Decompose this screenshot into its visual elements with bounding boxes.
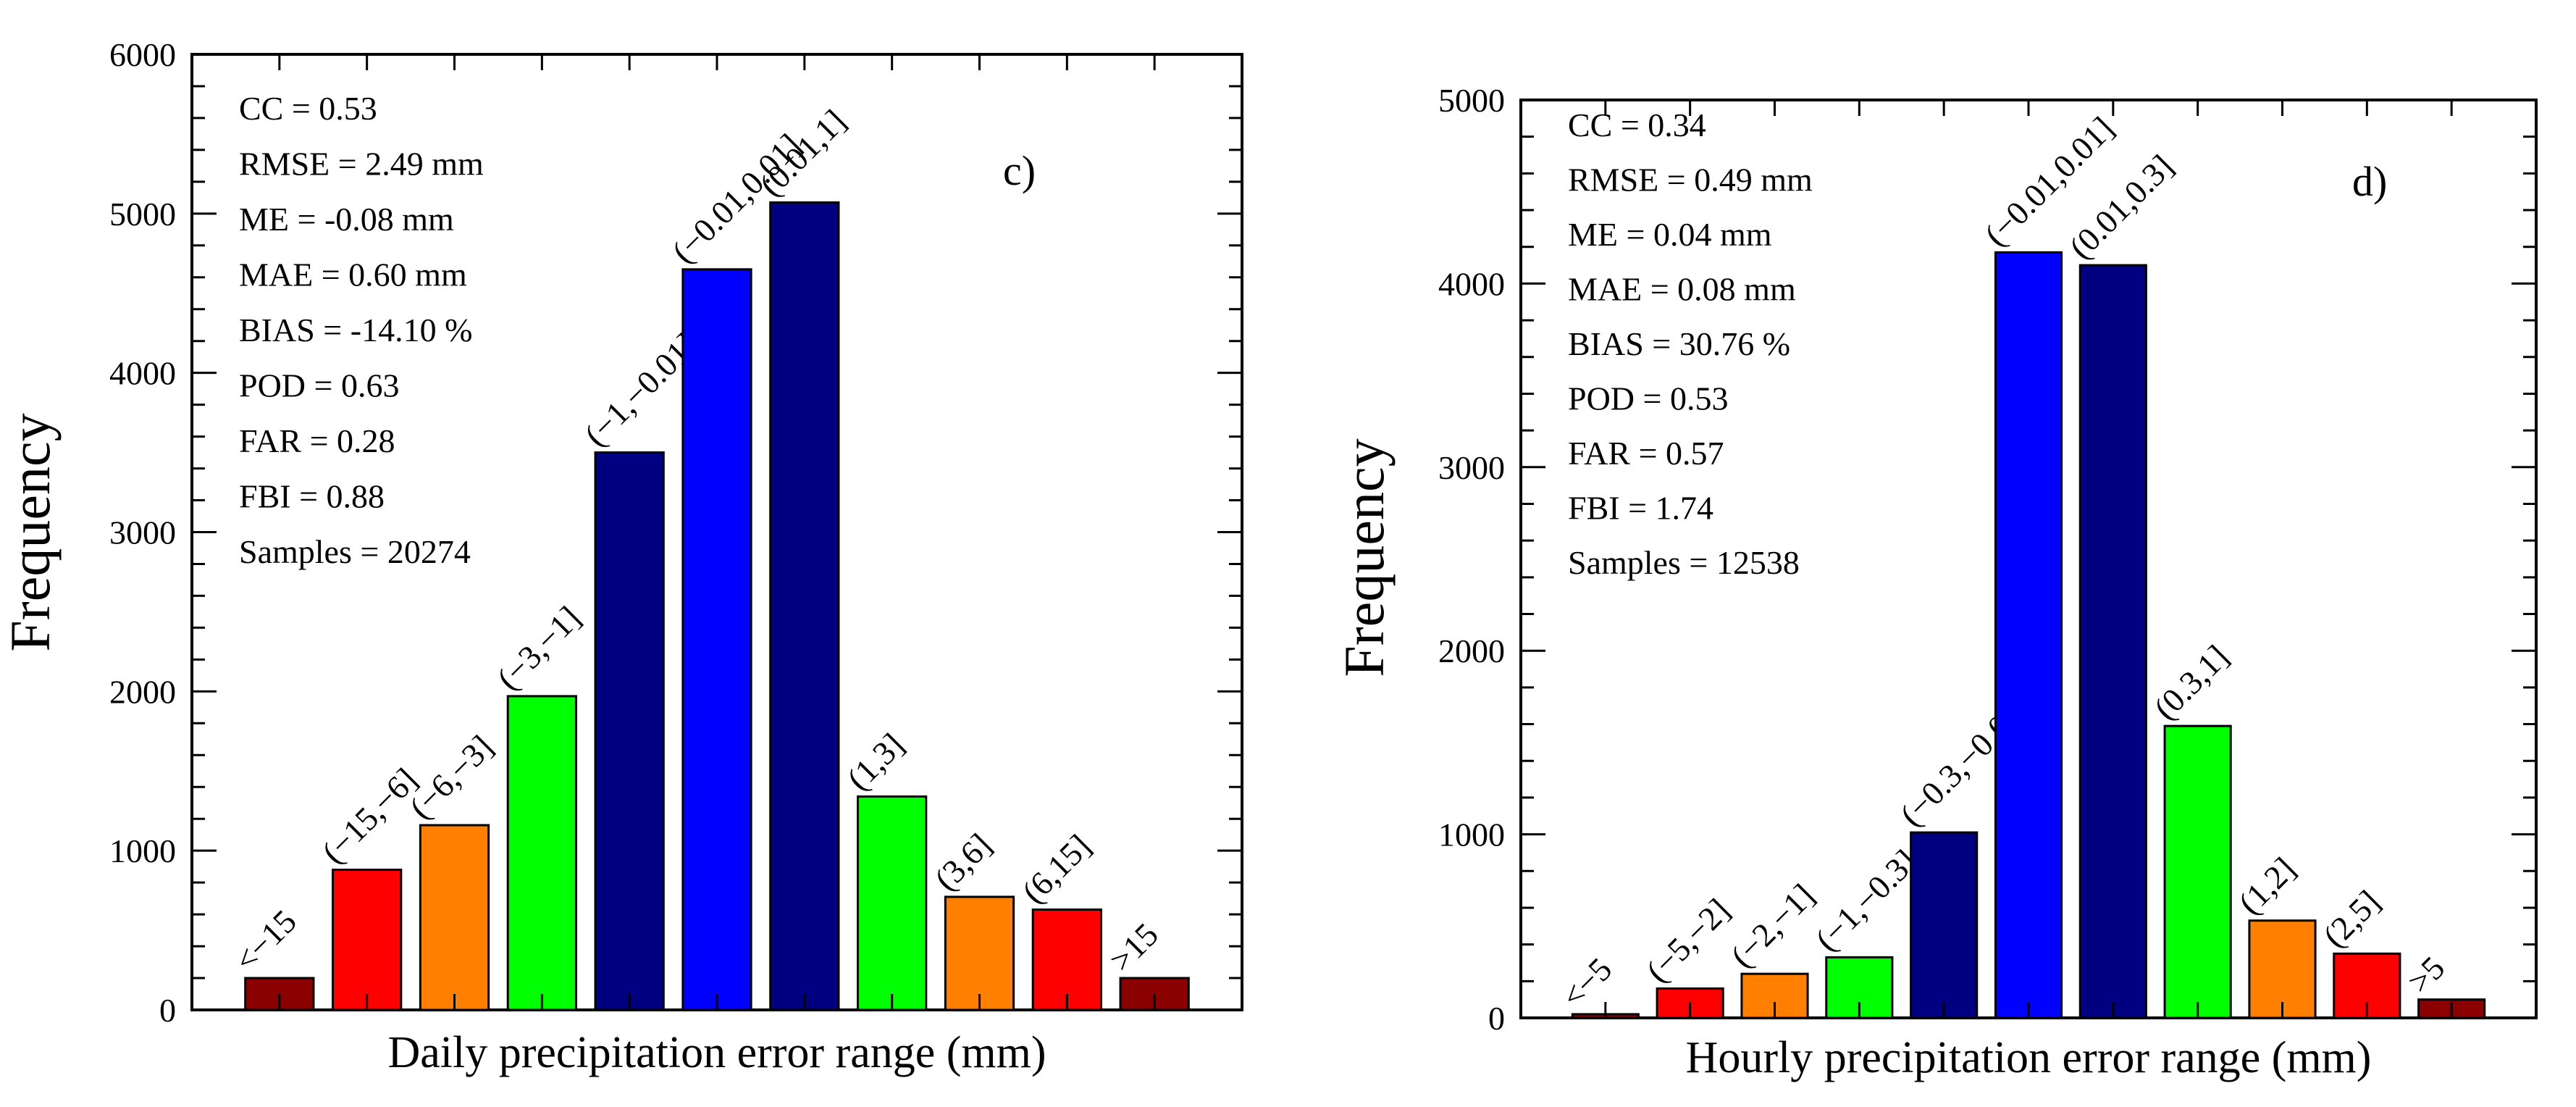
stats-line: ME = -0.08 mm: [239, 201, 454, 238]
y-tick-label: 5000: [1438, 82, 1505, 119]
bar: [1994, 251, 2063, 1019]
bar: [769, 201, 840, 1011]
stats-line: Samples = 20274: [239, 533, 471, 570]
bar-range-label: (−1,−0.3]: [1808, 843, 1923, 958]
bar-range-label: >5: [2401, 949, 2452, 1001]
bar-range-label: (0.3,1]: [2147, 638, 2236, 727]
stats-line: RMSE = 0.49 mm: [1568, 162, 1813, 199]
y-tick-label: 4000: [109, 355, 176, 392]
bar-range-label: (6,15]: [1015, 827, 1098, 911]
stats-line: POD = 0.63: [239, 367, 399, 404]
stats-line: FAR = 0.57: [1568, 435, 1724, 472]
bar: [1910, 831, 1979, 1019]
bar: [2163, 724, 2232, 1019]
bar: [1031, 908, 1102, 1011]
y-tick-label: 2000: [1438, 632, 1505, 669]
stats-line: CC = 0.34: [1568, 106, 1706, 143]
bar-range-label: (−5,−2]: [1639, 891, 1737, 989]
stats-line: BIAS = 30.76 %: [1568, 325, 1790, 362]
bar: [681, 268, 752, 1011]
y-axis-title: Frequency: [1333, 438, 1396, 677]
y-tick-label: 2000: [109, 673, 176, 710]
y-tick-label: 0: [1488, 1000, 1505, 1037]
panel-label: c): [1003, 147, 1036, 194]
chart-panel-c: 0 1000 2000 3000 4000 5000 6000 <−15(−15,−6](−6…: [0, 36, 1243, 1077]
stats-line: FBI = 0.88: [239, 478, 385, 515]
stats-line: MAE = 0.08 mm: [1568, 271, 1796, 308]
bar: [506, 695, 577, 1011]
stats-line: FAR = 0.28: [239, 422, 395, 459]
bar-range-label: (1,2]: [2231, 850, 2302, 921]
y-tick-label: 1000: [109, 832, 176, 869]
bar-range-label: (1,3]: [840, 726, 911, 797]
bar-range-label: (−3,−1]: [490, 599, 587, 697]
stats-line: POD = 0.53: [1568, 380, 1728, 417]
bar-range-label: (−15,−6]: [315, 761, 424, 870]
y-tick-label: 1000: [1438, 816, 1505, 853]
x-axis-title: Daily precipitation error range (mm): [388, 1028, 1046, 1077]
bar-range-label: (2,5]: [2316, 883, 2387, 954]
bar-range-label: >15: [1102, 916, 1165, 979]
bar: [594, 451, 665, 1011]
stats-line: ME = 0.04 mm: [1568, 216, 1772, 253]
y-axis-title: Frequency: [0, 413, 62, 651]
bar-range-label: (3,6]: [927, 827, 998, 898]
bar: [944, 895, 1015, 1011]
bar: [419, 824, 490, 1011]
panel-label: d): [2352, 158, 2387, 205]
stats-line: CC = 0.53: [239, 90, 377, 127]
bar-range-label: <−15: [227, 903, 303, 979]
stats-line: RMSE = 2.49 mm: [239, 146, 484, 183]
bar-range-label: (−6,−3]: [402, 728, 500, 826]
y-tick-label: 4000: [1438, 265, 1505, 302]
y-tick-label: 3000: [1438, 449, 1505, 486]
bar: [332, 869, 403, 1011]
stats-line: BIAS = -14.10 %: [239, 312, 472, 348]
chart-panel-d: 0 1000 2000 3000 4000 5000 <−5 (−5,−2](−2,−1](−…: [1333, 82, 2538, 1082]
stats-line: MAE = 0.60 mm: [239, 256, 467, 293]
bar-range-label: (−2,−1]: [1724, 877, 1821, 974]
bar: [2078, 264, 2147, 1019]
y-tick-label: 6000: [109, 36, 176, 73]
stats-line: Samples = 12538: [1568, 544, 1800, 581]
y-tick-label: 3000: [109, 514, 176, 551]
y-tick-label: 5000: [109, 196, 176, 233]
bar-range-label: <−5: [1554, 951, 1619, 1015]
stats-line: FBI = 1.74: [1568, 490, 1713, 527]
y-tick-label: 0: [159, 992, 176, 1029]
bar: [857, 795, 928, 1011]
x-axis-title: Hourly precipitation error range (mm): [1686, 1033, 2372, 1082]
